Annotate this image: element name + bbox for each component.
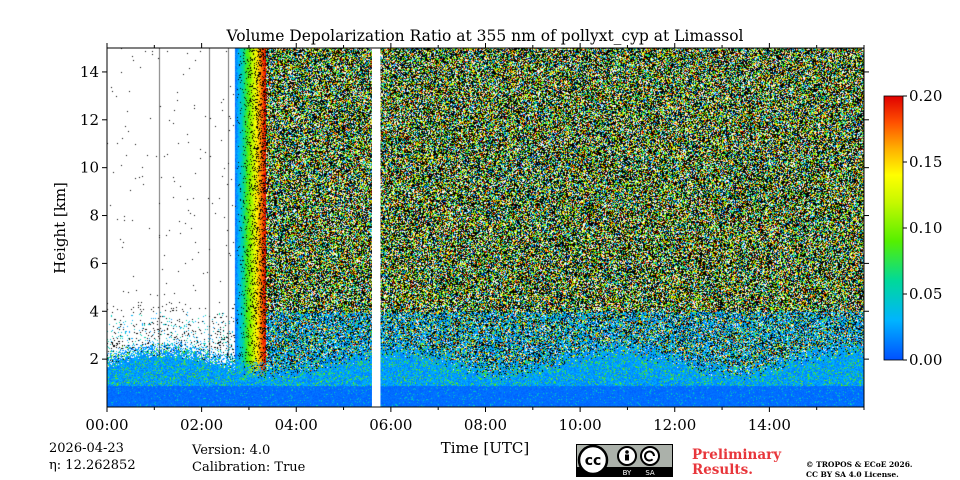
y-tick-label-4: 4 [89,302,99,320]
calibration-text: Calibration: True [192,460,306,475]
info-left: 2026-04-23 η: 12.262852 [49,440,136,474]
preliminary-note: Preliminary Results. [692,448,781,478]
x-tick-labels: 00:00 02:00 04:00 06:00 08:00 10:00 12:00 14:00 [85,416,791,434]
copyright-line-1: © TROPOS & ECoE 2026. [806,460,913,469]
chart-title: Volume Depolarization Ratio at 355 nm of… [225,27,743,45]
y-tick-label-12: 12 [80,111,99,129]
colorbar-ticks: 0.00 0.05 0.10 0.15 0.20 [903,87,942,369]
y-tick-label-6: 6 [89,254,99,272]
colorbar-tick-label-1: 0.05 [909,285,942,303]
info-right: Version: 4.0 Calibration: True [192,442,305,476]
y-tick-labels: 2 4 6 8 10 12 14 [80,63,99,368]
x-tick-label-12: 12:00 [653,416,696,434]
date-text: 2026-04-23 [49,441,124,456]
x-tick-label-10: 10:00 [559,416,602,434]
colorbar [883,95,904,361]
colorbar-tick-label-2: 0.10 [909,219,942,237]
sa-share-icon [640,446,660,466]
x-tick-label-0: 00:00 [85,416,128,434]
preliminary-line-2: Results. [692,462,753,478]
cc-icon [577,444,609,476]
version-text: Version: 4.0 [192,443,271,458]
colorbar-tick-label-3: 0.15 [909,153,942,171]
y-tick-label-10: 10 [80,159,99,177]
x-tick-label-4: 04:00 [275,416,318,434]
cc-icon-label: cc [585,453,602,469]
preliminary-line-1: Preliminary [692,447,782,463]
colorbar-tick-label-0: 0.00 [909,351,942,369]
colorbar-tick-label-4: 0.20 [909,87,942,105]
sa-label: SA [645,469,655,477]
y-tick-label-8: 8 [89,207,99,225]
plot-frame [106,47,865,408]
data-gap [371,48,381,407]
copyright-line-2: CC BY SA 4.0 License. [806,470,899,479]
copyright-note: © TROPOS & ECoE 2026. CC BY SA 4.0 Licen… [806,460,913,480]
x-tick-label-14: 14:00 [748,416,791,434]
y-tick-marks [102,71,869,360]
cc-license-badge: cc BY SA [576,444,673,477]
x-tick-label-8: 08:00 [464,416,507,434]
y-axis-label: Height [km] [51,182,69,274]
x-tick-label-2: 02:00 [180,416,223,434]
by-label: BY [623,469,632,477]
x-tick-marks [106,43,865,412]
eta-text: η: 12.262852 [49,458,136,473]
x-axis-label: Time [UTC] [441,439,530,457]
heatmap-image [107,48,864,407]
y-tick-label-14: 14 [80,63,99,81]
y-tick-label-2: 2 [89,350,99,368]
x-tick-label-6: 06:00 [369,416,412,434]
